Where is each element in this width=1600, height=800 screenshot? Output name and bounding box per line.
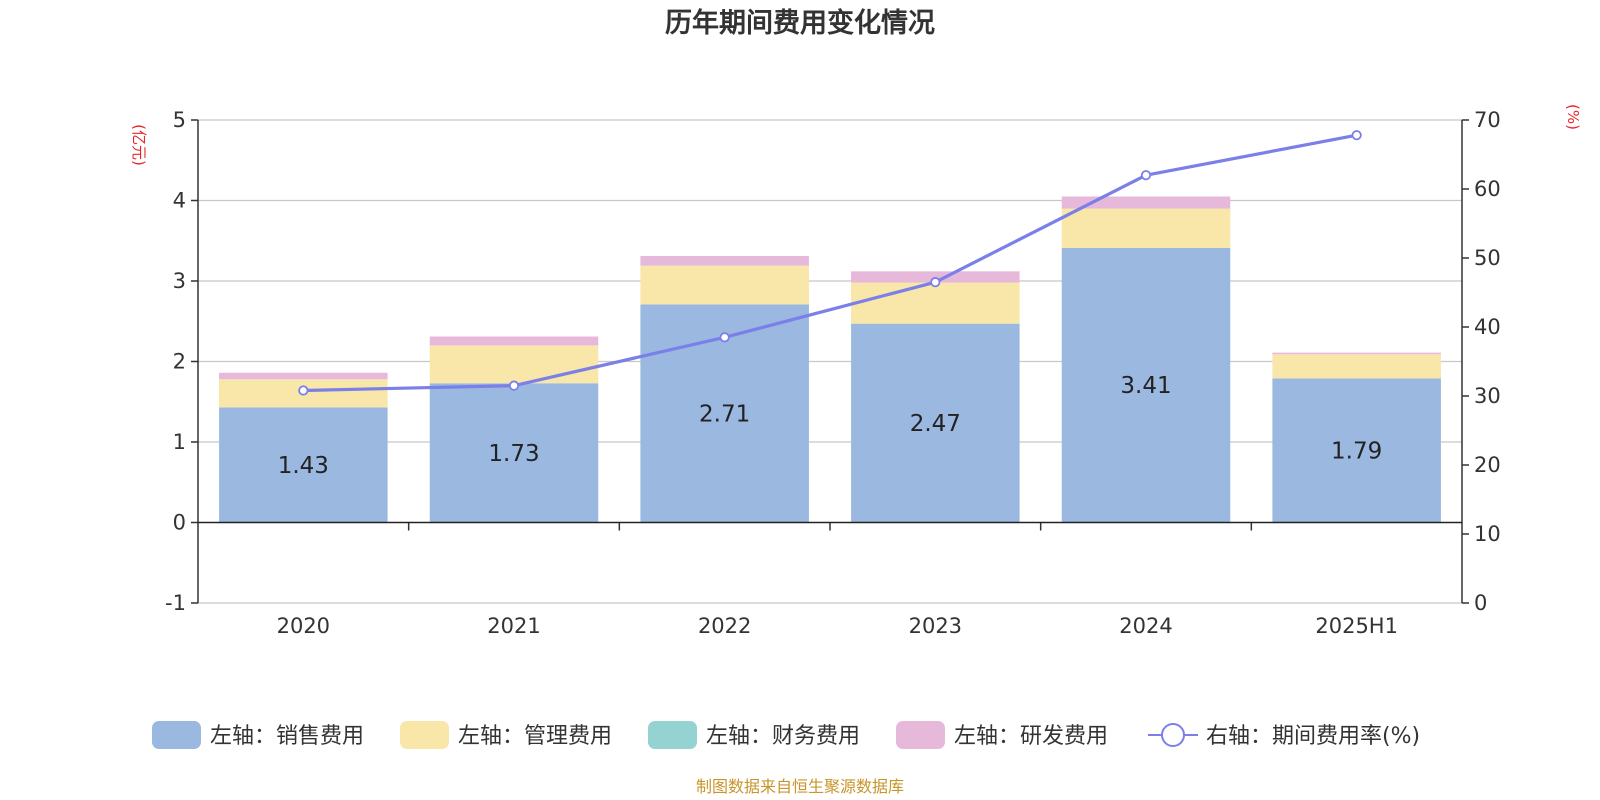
- left-axis-tick-label: 5: [173, 108, 186, 132]
- line-point: [298, 385, 309, 396]
- category-label: 2020: [277, 614, 330, 638]
- category-label: 2024: [1119, 614, 1172, 638]
- right-axis-tick-label: 30: [1474, 384, 1501, 408]
- left-axis-tick-label: 1: [173, 430, 186, 454]
- bar-segment: [640, 256, 809, 266]
- left-axis-tick-label: -1: [165, 591, 186, 615]
- legend-label: 左轴：财务费用: [706, 724, 860, 749]
- legend-label: 右轴：期间费用率(%): [1206, 724, 1420, 749]
- bar-segment: [429, 336, 599, 346]
- legend-label: 左轴：管理费用: [458, 724, 612, 749]
- category-label: 2021: [487, 614, 540, 638]
- bar-segment: [851, 323, 1020, 523]
- source-note: 制图数据来自恒生聚源数据库: [696, 777, 904, 796]
- bar-value-label: 1.79: [1331, 438, 1382, 464]
- legend-swatch: [152, 721, 201, 749]
- bar-value-label: 1.73: [488, 441, 539, 467]
- bar-labels: 1.43 1.73 2.71 2.47 3.41 1.79: [278, 373, 1383, 479]
- right-axis-tick-label: 20: [1474, 453, 1501, 477]
- bar-value-label: 3.41: [1120, 373, 1171, 399]
- chart-title: 历年期间费用变化情况: [665, 7, 935, 39]
- category-label: 2023: [909, 614, 962, 638]
- line-path: [303, 133, 1357, 393]
- bar-segment: [1272, 352, 1441, 355]
- right-axis-tick-label: 0: [1474, 591, 1487, 615]
- left-axis-unit: (亿元): [130, 124, 148, 166]
- bar-segment: [219, 372, 388, 380]
- category-label: 2025H1: [1315, 614, 1398, 638]
- bar-segment: [429, 345, 599, 384]
- bar-segment: [1061, 247, 1231, 523]
- bar-value-label: 1.43: [278, 453, 329, 479]
- line-point: [930, 277, 941, 288]
- bar-segment: [1061, 208, 1231, 248]
- right-axis-tick-label: 10: [1474, 522, 1501, 546]
- bar-segment: [1272, 378, 1441, 523]
- bar-segment: [851, 271, 1020, 283]
- left-axis-tick-label: 0: [173, 511, 186, 535]
- bar-segment: [1061, 196, 1231, 209]
- legend-swatch: [400, 721, 449, 749]
- legend-label: 左轴：销售费用: [210, 724, 364, 749]
- left-axis-tick-label: 3: [173, 269, 186, 293]
- right-axis-tick-label: 50: [1474, 246, 1501, 270]
- line-point: [719, 332, 730, 343]
- bar-segment: [851, 282, 1020, 324]
- legend-swatch: [896, 721, 945, 749]
- bar-segment: [640, 265, 809, 305]
- bar-segment: [1272, 354, 1441, 379]
- bar-value-label: 2.47: [910, 411, 961, 437]
- left-axis-tick-label: 2: [173, 350, 186, 374]
- expense-rate-line: [298, 130, 1362, 396]
- legend: 左轴：销售费用 左轴：管理费用 左轴：财务费用 左轴：研发费用 右轴：期间费用率(%): [152, 721, 1420, 749]
- bars: [219, 196, 1441, 523]
- line-point: [1351, 130, 1362, 141]
- right-axis-tick-label: 60: [1474, 177, 1501, 201]
- legend-swatch: [648, 721, 697, 749]
- left-axis-tick-label: 4: [173, 189, 186, 213]
- bar-segment: [219, 407, 388, 523]
- legend-marker: [1161, 723, 1185, 747]
- right-axis-unit: (%): [1564, 104, 1582, 130]
- line-point: [1140, 170, 1152, 181]
- right-axis-tick-label: 70: [1474, 108, 1501, 132]
- bar-segment: [429, 383, 599, 523]
- right-axis-tick-label: 40: [1474, 315, 1501, 339]
- bar-value-label: 2.71: [699, 401, 750, 427]
- line-point: [508, 380, 520, 391]
- category-label: 2022: [698, 614, 751, 638]
- grid: [198, 119, 1462, 604]
- legend-label: 左轴：研发费用: [954, 724, 1108, 749]
